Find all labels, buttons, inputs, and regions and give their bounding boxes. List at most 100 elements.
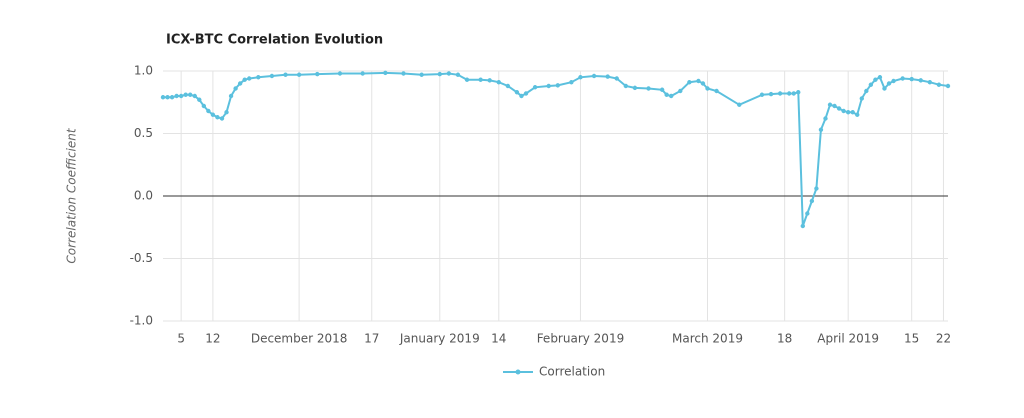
data-point [877, 75, 883, 80]
data-point [714, 88, 719, 94]
data-point [646, 86, 651, 91]
data-point [759, 92, 765, 97]
data-point [192, 93, 197, 99]
data-point [183, 92, 188, 97]
data-point [868, 82, 874, 87]
data-point [927, 80, 933, 85]
data-point [886, 81, 892, 86]
data-point [796, 90, 801, 95]
data-point [836, 106, 842, 111]
data-point [401, 71, 406, 76]
data-point [855, 112, 860, 117]
data-point [918, 78, 923, 83]
x-tick-label: 5 [177, 332, 185, 346]
data-point [546, 83, 551, 89]
y-tick-label: 0.5 [134, 126, 153, 140]
data-point [614, 76, 619, 81]
data-point [659, 87, 665, 92]
legend-label: Correlation [539, 365, 605, 379]
data-point [197, 97, 202, 102]
data-point [850, 110, 855, 115]
data-point [256, 75, 261, 80]
data-point [178, 93, 184, 99]
data-point [206, 108, 211, 114]
data-point [296, 72, 302, 77]
data-point [478, 77, 483, 82]
data-point [337, 71, 343, 76]
data-point [945, 83, 951, 89]
series-line [163, 71, 949, 227]
data-point [882, 86, 887, 91]
data-point [174, 93, 179, 99]
data-point [219, 116, 225, 121]
data-point [800, 223, 805, 229]
data-point [269, 73, 275, 79]
data-point [841, 108, 846, 114]
data-point [519, 93, 524, 99]
data-point [215, 115, 220, 120]
data-point [632, 85, 638, 91]
data-point [705, 86, 710, 91]
y-tick-label: 1.0 [134, 64, 153, 78]
data-point [455, 72, 461, 77]
data-point [383, 70, 388, 76]
data-point [228, 93, 234, 99]
data-point [315, 71, 320, 77]
data-point [578, 75, 583, 80]
data-point [224, 110, 229, 115]
data-point [873, 77, 878, 82]
data-point [165, 95, 170, 100]
data-point [555, 83, 560, 88]
data-point [809, 198, 815, 204]
data-point [900, 76, 905, 81]
data-point [832, 103, 837, 109]
data-point [419, 72, 424, 77]
data-point [786, 91, 792, 96]
data-point [464, 77, 470, 82]
data-point [437, 71, 442, 77]
data-point [687, 80, 692, 85]
data-point [247, 76, 252, 81]
data-point [623, 83, 629, 89]
y-axis-title: Correlation Coefficient [65, 127, 79, 263]
x-tick-label: 12 [205, 332, 220, 346]
data-point [777, 91, 783, 96]
data-point [591, 73, 597, 79]
data-point [859, 96, 864, 101]
data-point [768, 91, 774, 97]
x-tick-label: 17 [364, 332, 379, 346]
y-tick-label: -0.5 [130, 251, 153, 265]
data-point [669, 93, 674, 99]
data-point [210, 112, 216, 117]
data-point [532, 85, 538, 90]
x-tick-label: 14 [491, 332, 506, 346]
data-point [909, 76, 914, 82]
data-point [487, 78, 492, 83]
x-tick-label: April 2019 [817, 332, 879, 346]
data-point [201, 103, 207, 109]
data-point [678, 88, 683, 94]
data-point [696, 78, 701, 84]
data-point [664, 92, 669, 97]
data-point [496, 80, 501, 85]
x-tick-label: January 2019 [399, 332, 480, 346]
data-point [188, 92, 193, 97]
data-point [605, 74, 610, 79]
y-tick-label: 0.0 [134, 189, 153, 203]
data-point [805, 211, 810, 216]
x-tick-label: February 2019 [537, 332, 625, 346]
legend-marker [515, 369, 521, 375]
data-point [823, 116, 828, 121]
data-point [160, 95, 166, 100]
data-point [514, 90, 520, 95]
data-point [700, 81, 706, 86]
data-point [505, 83, 511, 89]
x-tick-label: December 2018 [251, 332, 348, 346]
data-point [242, 77, 247, 82]
data-point [523, 91, 529, 96]
data-point [283, 72, 288, 77]
data-point [737, 102, 742, 107]
x-tick-label: 22 [936, 332, 951, 346]
data-point [233, 86, 238, 91]
